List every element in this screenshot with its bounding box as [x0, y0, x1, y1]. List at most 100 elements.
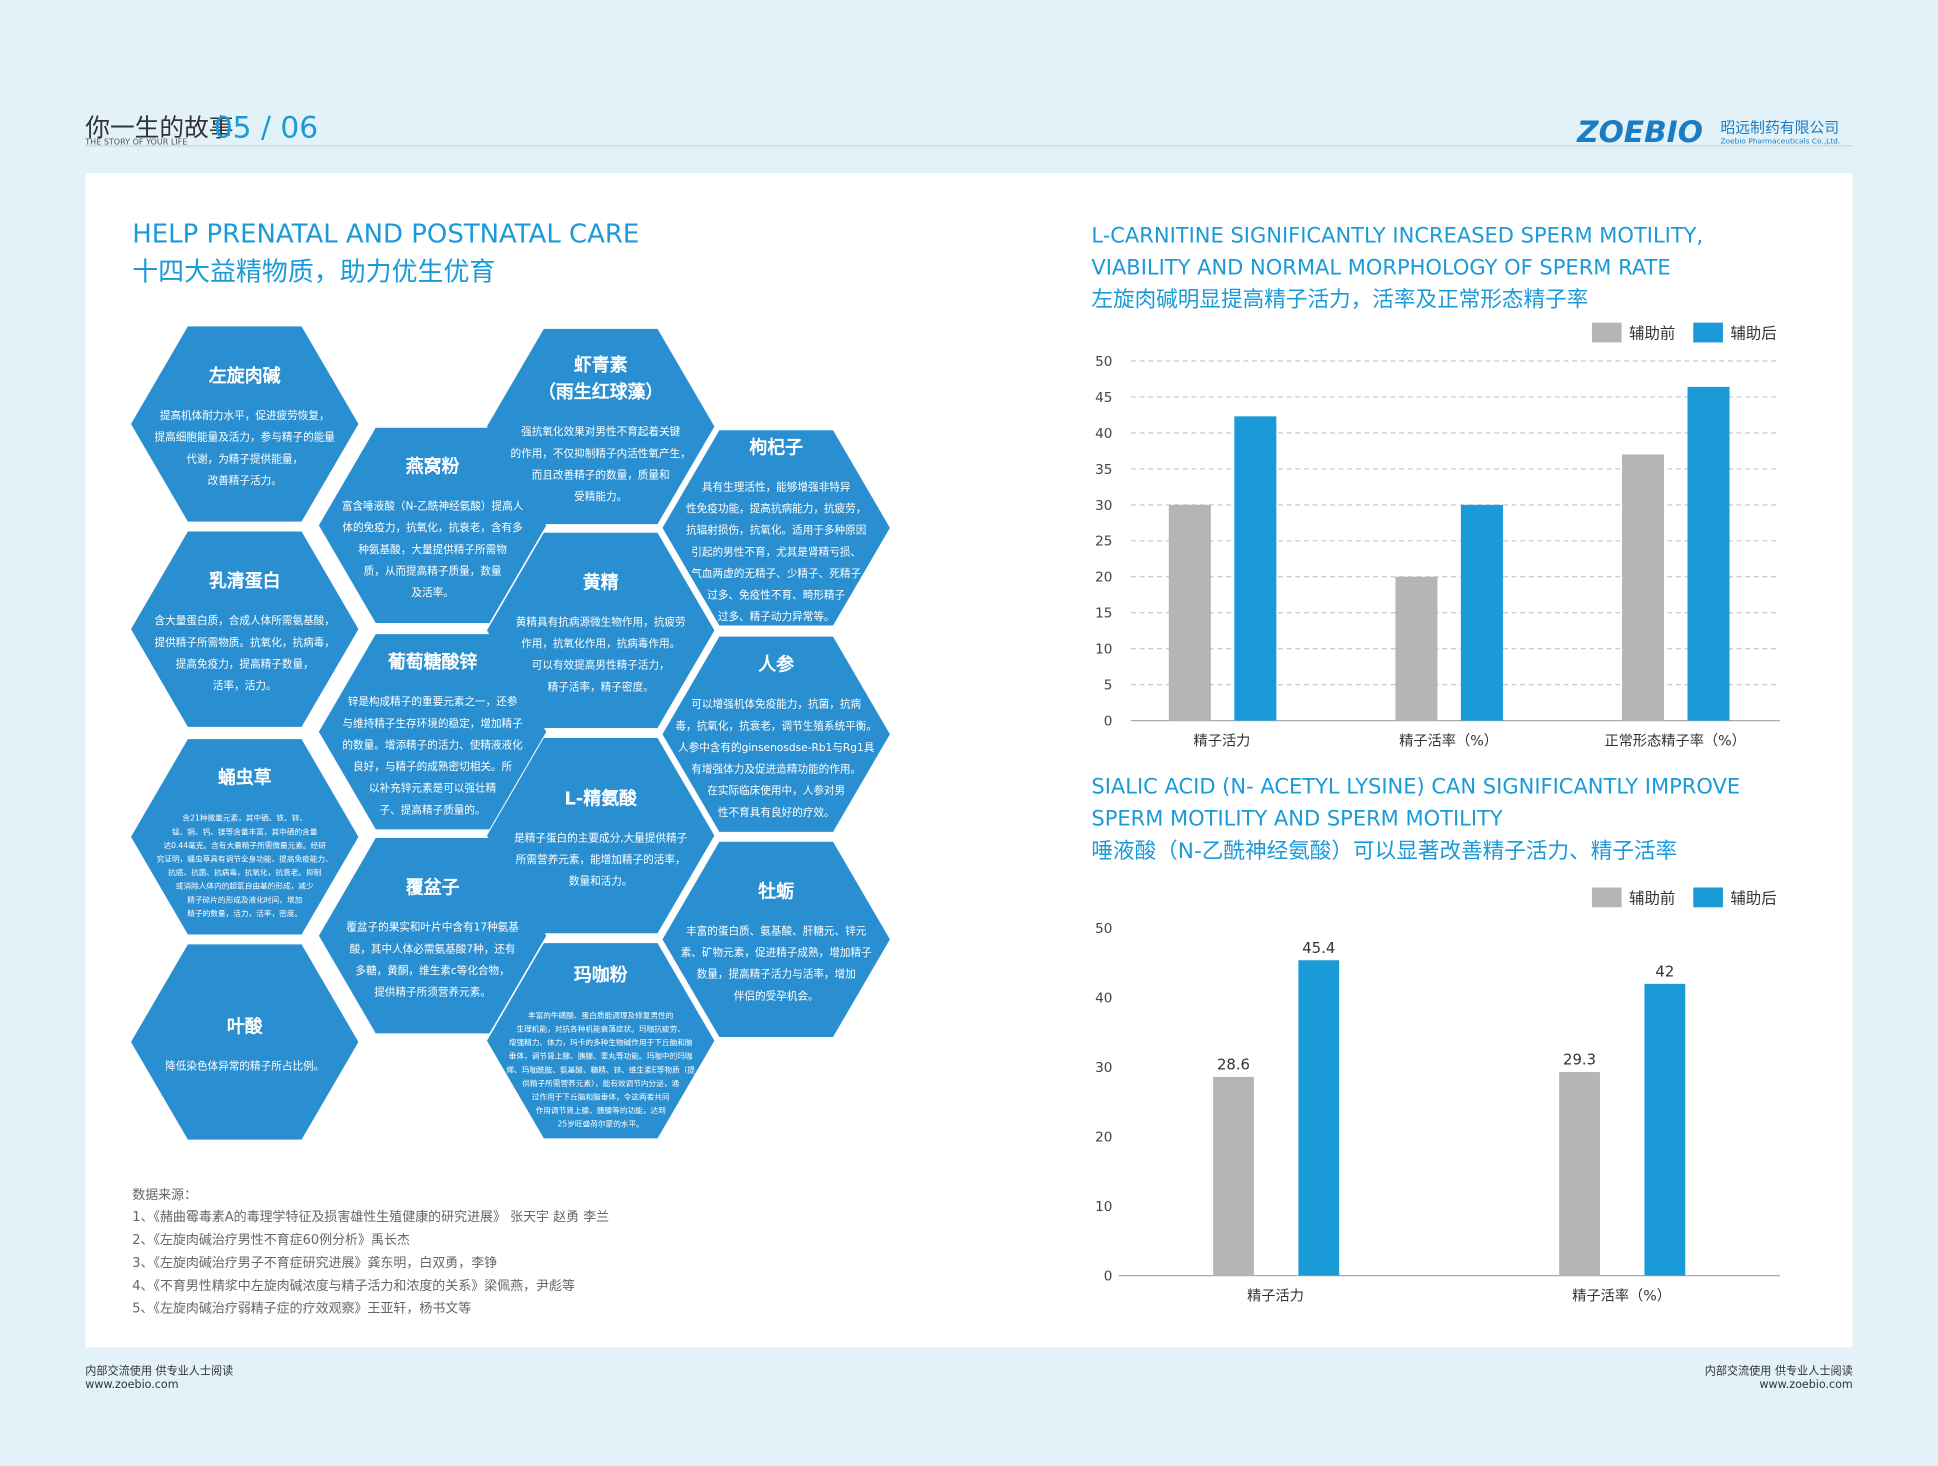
- sources-title: 数据来源：: [132, 1188, 197, 1203]
- hexagon-desc: 烯、玛咖酰胺、氨基酸、糖精、锌、维生素E等物质（提: [506, 1064, 695, 1074]
- y-tick-label: 0: [1104, 1269, 1113, 1285]
- y-tick-label: 25: [1095, 534, 1112, 550]
- hexagon-desc: 与维持精子生存环境的稳定，增加精子: [342, 717, 523, 730]
- bar: [1559, 1072, 1600, 1276]
- bar: [1460, 504, 1503, 721]
- hexagon-desc: 的作用，不仅抑制精子内活性氧产生，: [510, 447, 690, 460]
- hexagon-desc: 可以增强机体免疫能力，抗菌，抗病: [691, 698, 861, 711]
- hexagon-desc: 含21种微量元素，其中硒、铁、锌、: [182, 813, 307, 823]
- bar: [1234, 416, 1277, 721]
- y-tick-label: 35: [1095, 462, 1112, 478]
- y-tick-label: 0: [1104, 714, 1113, 730]
- header-subtitle: THE STORY OF YOUR LIFE: [84, 138, 187, 147]
- hexagon-desc: 提高机体耐力水平，促进疲劳恢复，: [160, 409, 330, 422]
- hexagon-desc: 生理机能，对抗各种机能衰落症状。玛咖抗疲劳、: [516, 1023, 684, 1033]
- y-tick-label: 20: [1095, 570, 1112, 586]
- hexagon: [486, 943, 715, 1139]
- hexagon-desc: 覆盆子的果实和叶片中含有17种氨基: [346, 921, 519, 934]
- hexagon: [318, 427, 547, 623]
- y-tick-label: 10: [1095, 1199, 1112, 1215]
- source-item: 5、《左旋肉碱治疗弱精子症的疗效观察》王亚轩，杨书文等: [132, 1301, 471, 1317]
- hexagon-desc: 酸，其中人体必需氨基酸7种，还有: [350, 942, 516, 955]
- source-item: 3、《左旋肉碱治疗男子不育症研究进展》龚东明，白双勇，李铮: [132, 1255, 497, 1271]
- hexagon-desc: 及活率。: [411, 586, 453, 599]
- hexagon-desc: 子、提高精子质量的。: [380, 803, 486, 816]
- hexagon-desc: 的数量。增添精子的活力、使精液液化: [342, 738, 523, 751]
- hexagon-desc: 所需营养元素，能增加精子的活率，: [516, 853, 686, 866]
- legend-label: 辅助前: [1629, 325, 1675, 343]
- hexagon-desc: 具有生理活性，能够增强非特异: [702, 480, 851, 493]
- hexagon-title: L-精氨酸: [564, 787, 638, 809]
- hexagon-desc: 过作用于下丘脑和脑垂体，令这两者共同: [532, 1091, 670, 1101]
- company-name-en: Zoebio Pharmaceuticals Co.,Ltd.: [1720, 136, 1840, 145]
- hexagon-title: （雨生红球藻）: [538, 381, 663, 403]
- hexagon-desc: 丰富的牛磺酸、蛋白质能调理及修复男性的: [528, 1010, 674, 1020]
- source-item: 2、《左旋肉碱治疗男性不育症60例分析》禹长杰: [132, 1232, 410, 1248]
- hexagon-desc: 性免疫功能，提高抗病能力，抗疲劳，: [686, 502, 866, 515]
- hexagon-desc: 过多、精子动力异常等。: [718, 610, 835, 623]
- hexagon-desc: 体的免疫力，抗氧化，抗衰老，含有多: [342, 521, 522, 534]
- y-tick-label: 15: [1095, 606, 1112, 622]
- x-tick-label: 精子活率（%）: [1572, 1287, 1671, 1304]
- chart-title: 唾液酸（N-乙酰神经氨酸）可以显著改善精子活力、精子活率: [1091, 839, 1677, 864]
- data-label: 28.6: [1217, 1057, 1250, 1074]
- y-tick-label: 50: [1095, 921, 1112, 937]
- hexagon-desc: 受精能力。: [574, 490, 627, 503]
- legend-swatch: [1591, 887, 1622, 908]
- legend-label: 辅助后: [1730, 325, 1776, 343]
- hexagon-desc: 可以有效提高男性精子活力，: [532, 659, 670, 672]
- bar: [1644, 983, 1686, 1276]
- hexagon-desc: 究证明，蛹虫草具有调节全身功能、提高免疫能力、: [157, 854, 333, 864]
- hexagon-desc: 强抗氧化效果对男性不育起着关键: [521, 425, 681, 438]
- chart-title: VIABILITY AND NORMAL MORPHOLOGY OF SPERM…: [1091, 254, 1670, 279]
- hexagon-desc: 抗癌、抗菌、抗病毒，抗氧化，抗衰老。抑制: [168, 867, 321, 877]
- hexagon-title: 乳清蛋白: [209, 570, 281, 592]
- hexagon: [486, 737, 715, 934]
- legend-swatch: [1693, 322, 1723, 343]
- hexagon-desc: 人参中含有的ginsenosdse-Rb1与Rg1具: [678, 741, 875, 754]
- section-title-en: HELP PRENATAL AND POSTNATAL CARE: [132, 219, 639, 249]
- hexagon-title: 左旋肉碱: [209, 365, 281, 387]
- hexagon-title: 蛹虫草: [218, 767, 272, 789]
- bar: [1213, 1076, 1254, 1276]
- y-tick-label: 45: [1095, 390, 1112, 406]
- bar: [1687, 386, 1730, 721]
- hexagon-desc: 供精子所需营养元素），能有效调节内分泌，通: [522, 1078, 679, 1088]
- hexagon-title: 黄精: [583, 571, 619, 593]
- y-tick-label: 20: [1095, 1130, 1112, 1146]
- hexagon-title: 燕窝粉: [406, 456, 460, 478]
- y-tick-label: 50: [1095, 354, 1112, 370]
- hexagon-desc: 改善精子活力。: [208, 474, 282, 487]
- hexagon-desc: 丰富的蛋白质、氨基酸、肝糖元、锌元: [686, 924, 867, 937]
- hexagon: [131, 739, 359, 935]
- hexagon-desc: 25岁旺盛荷尔蒙的水平。: [558, 1119, 644, 1129]
- hexagon: [486, 532, 715, 729]
- hexagon-desc: 性不育具有良好的疗效。: [718, 806, 835, 819]
- bar: [1298, 960, 1340, 1276]
- hexagon-desc: 锰、铜、钙、镁等含量丰富，其中硒的含量: [172, 826, 318, 836]
- hexagon-desc: 富含唾液酸（N-乙酰神经氨酸）提高人: [342, 500, 524, 513]
- hexagon: [131, 326, 359, 522]
- y-tick-label: 30: [1095, 498, 1112, 514]
- hexagon-desc: 精子的数量，活力，活率，密度。: [187, 908, 302, 918]
- hexagon: [131, 531, 359, 727]
- legend-swatch: [1591, 322, 1622, 343]
- page-number: 05 / 06: [214, 109, 318, 144]
- hexagon: [662, 636, 890, 832]
- hexagon-desc: 精子碎片的形成及液化时间，增加: [187, 894, 302, 904]
- hexagon-desc: 数量和活力。: [569, 875, 633, 888]
- hexagon-title: 虾青素: [574, 355, 628, 376]
- footer-url: www.zoebio.com: [85, 1378, 178, 1391]
- hexagon-desc: 精子活率，精子密度。: [548, 680, 654, 693]
- hexagon-desc: 活率，活力。: [213, 679, 277, 692]
- hexagon-desc: 作用，抗氧化作用，抗病毒作用。: [521, 637, 680, 650]
- footer-url: www.zoebio.com: [1759, 1378, 1852, 1391]
- hexagon-desc: 多糖，黄酮，维生素c等化合物，: [355, 964, 509, 977]
- hexagon-desc: 提高免疫力，提高精子数量，: [176, 657, 314, 670]
- hexagon-desc: 有增强体力及促进造精功能的作用。: [691, 763, 861, 776]
- hexagon: [662, 430, 890, 626]
- company-name: 昭远制药有限公司: [1720, 119, 1839, 136]
- hexagon-title: 枸杞子: [749, 436, 803, 458]
- y-tick-label: 40: [1095, 991, 1112, 1007]
